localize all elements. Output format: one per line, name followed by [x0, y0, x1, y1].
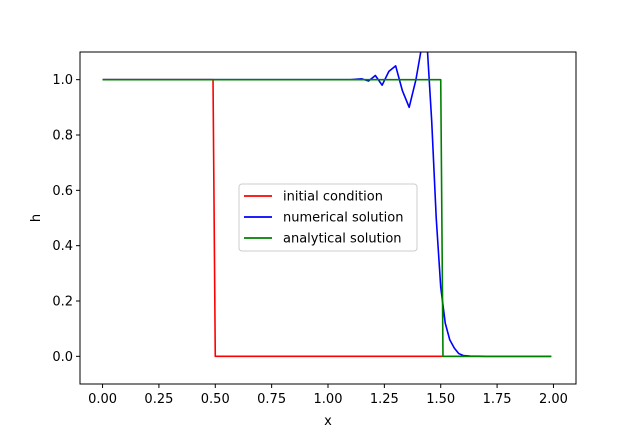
x-axis-label: x	[324, 414, 332, 429]
y-tick-label: 1.0	[52, 73, 73, 88]
series-layer	[102, 52, 552, 358]
x-axis-ticks: 0.00 0.25 0.50 0.75 1.00 1.25 1.50 1.75 2.00	[88, 384, 568, 407]
x-tick-label: 0.25	[144, 392, 173, 407]
y-tick-label: 0.2	[52, 295, 73, 310]
y-axis-label: h	[29, 214, 44, 222]
x-tick-label: 1.50	[426, 392, 455, 407]
legend-box	[238, 183, 418, 252]
legend: initial condition numerical solution analy…	[238, 183, 418, 252]
series-line-analytical-solution	[102, 78, 552, 358]
series-line-numerical-solution	[102, 52, 552, 358]
x-tick-label: 0.75	[257, 392, 286, 407]
legend-entry-label: analytical solution	[283, 232, 402, 247]
x-tick-label: 1.00	[314, 392, 343, 407]
x-tick-label: 1.75	[483, 392, 512, 407]
y-tick-label: 0.6	[52, 184, 73, 199]
y-axis-ticks: 0.0 0.2 0.4 0.6 0.8 1.0	[52, 73, 80, 365]
legend-entry-label: numerical solution	[283, 211, 403, 226]
y-tick-label: 0.4	[52, 239, 73, 254]
x-tick-label: 2.00	[539, 392, 568, 407]
x-tick-label: 0.50	[201, 392, 230, 407]
y-tick-label: 0.0	[52, 350, 73, 365]
y-tick-label: 0.8	[52, 129, 73, 144]
x-tick-label: 1.25	[370, 392, 399, 407]
x-tick-label: 0.00	[88, 392, 117, 407]
legend-entry-label: initial condition	[283, 190, 383, 205]
